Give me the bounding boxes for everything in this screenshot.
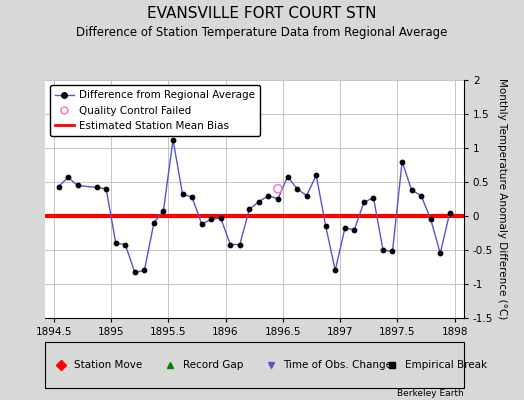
Point	[159, 207, 168, 214]
Point	[73, 182, 82, 189]
Text: Empirical Break: Empirical Break	[405, 360, 487, 370]
Point	[274, 196, 282, 202]
Point	[64, 174, 72, 180]
Point	[359, 199, 368, 206]
Point	[198, 221, 206, 227]
Text: Record Gap: Record Gap	[183, 360, 243, 370]
Point	[312, 172, 320, 178]
Point	[417, 192, 425, 199]
Point	[188, 194, 196, 200]
Point	[245, 206, 254, 212]
Point	[341, 225, 349, 232]
Point	[427, 216, 435, 222]
Text: EVANSVILLE FORT COURT STN: EVANSVILLE FORT COURT STN	[147, 6, 377, 21]
Point	[255, 198, 263, 205]
Point	[216, 215, 225, 221]
Point	[398, 158, 406, 165]
Point	[150, 220, 158, 226]
Point	[178, 191, 187, 198]
Point	[350, 226, 358, 233]
Point	[283, 173, 292, 180]
Text: Time of Obs. Change: Time of Obs. Change	[283, 360, 392, 370]
Y-axis label: Monthly Temperature Anomaly Difference (°C): Monthly Temperature Anomaly Difference (…	[497, 78, 507, 320]
Text: Station Move: Station Move	[74, 360, 142, 370]
Point	[226, 241, 235, 248]
Point	[112, 240, 120, 246]
Point	[264, 192, 272, 199]
Point	[54, 184, 63, 190]
Point	[140, 267, 149, 274]
Point	[408, 187, 416, 193]
Point	[130, 269, 139, 276]
Point	[302, 192, 311, 199]
Point	[331, 267, 340, 274]
Text: Berkeley Earth: Berkeley Earth	[397, 389, 464, 398]
Point	[121, 241, 129, 248]
Point	[388, 248, 397, 254]
Point	[207, 216, 215, 222]
Point	[445, 210, 454, 216]
Legend: Difference from Regional Average, Quality Control Failed, Estimated Station Mean: Difference from Regional Average, Qualit…	[50, 85, 260, 136]
Point	[92, 184, 101, 191]
Point	[322, 223, 330, 229]
Point	[102, 186, 111, 192]
Point	[236, 241, 244, 248]
Point	[369, 194, 378, 201]
Point	[436, 250, 444, 257]
Point	[169, 137, 177, 143]
Point	[293, 186, 301, 192]
Point	[379, 247, 387, 253]
Text: Difference of Station Temperature Data from Regional Average: Difference of Station Temperature Data f…	[77, 26, 447, 39]
Point	[274, 186, 282, 192]
